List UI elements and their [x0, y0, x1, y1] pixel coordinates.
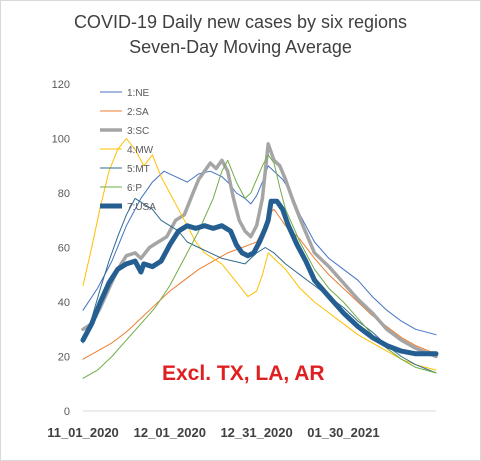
chart-title-block: COVID-19 Daily new cases by six regions … — [0, 10, 481, 60]
legend-label: 3:SC — [127, 126, 149, 137]
legend-label: 7:USA — [127, 202, 156, 213]
legend-label: 1:NE — [127, 88, 150, 99]
legend-label: 5:MT — [127, 164, 150, 175]
y-tick-label: 100 — [52, 134, 70, 146]
y-tick-label: 120 — [52, 79, 70, 91]
x-tick-label: 11_01_2020 — [47, 425, 119, 440]
y-tick-label: 60 — [58, 243, 70, 255]
legend-label: 4:MW — [127, 145, 154, 156]
series-line-6p — [82, 154, 437, 379]
legend-label: 6:P — [127, 183, 142, 194]
y-tick-label: 80 — [58, 188, 70, 200]
series-line-5mt — [82, 197, 437, 374]
series-lines — [80, 138, 439, 379]
x-tick-label: 12_31_2020 — [220, 425, 292, 440]
y-tick-label: 0 — [64, 406, 70, 418]
axes: 0 20 40 60 80 100 120 11_01_2020 12_01_2020 12_31… — [47, 79, 436, 440]
chart-title: COVID-19 Daily new cases by six regions — [73, 12, 408, 32]
x-tick-label: 12_01_2020 — [134, 425, 206, 440]
series-line-7usa — [80, 198, 439, 357]
series-line-4mw — [82, 138, 437, 371]
legend-label: 2:SA — [127, 107, 149, 118]
y-tick-label: 20 — [58, 352, 70, 364]
x-tick-label: 01_30_2021 — [307, 425, 379, 440]
y-tick-label: 40 — [58, 297, 70, 309]
legend: 1:NE 2:SA 3:SC 4:MW 5:MT 6:P 7:USA — [100, 88, 156, 213]
series-line-3sc — [81, 142, 438, 359]
chart-subtitle: Seven-Day Moving Average — [129, 37, 352, 57]
series-line-1ne — [82, 165, 437, 336]
exclusion-annotation: Excl. TX, LA, AR — [162, 362, 325, 385]
